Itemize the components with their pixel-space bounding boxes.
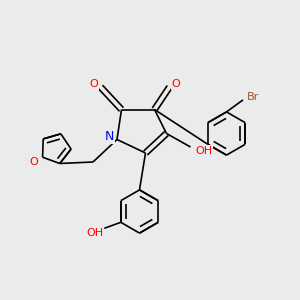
Text: N: N bbox=[105, 130, 114, 143]
Text: O: O bbox=[30, 157, 38, 167]
Text: O: O bbox=[89, 79, 98, 89]
Text: O: O bbox=[172, 79, 181, 89]
Text: OH: OH bbox=[195, 146, 213, 156]
Text: OH: OH bbox=[86, 228, 103, 238]
Text: Br: Br bbox=[248, 92, 260, 103]
